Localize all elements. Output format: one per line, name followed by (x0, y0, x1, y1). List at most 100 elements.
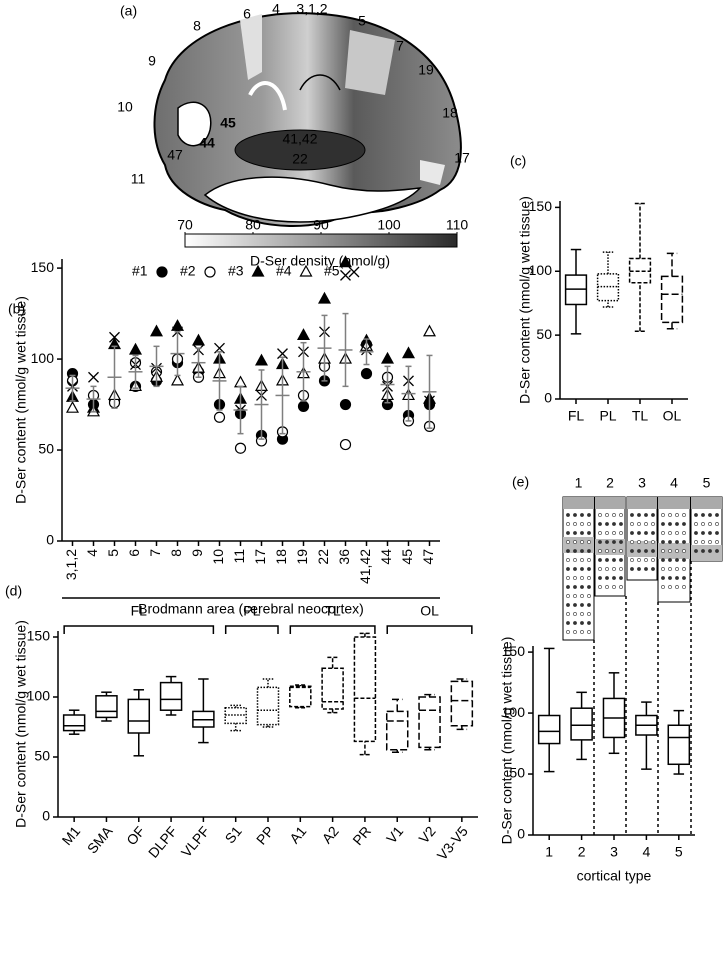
point (170, 373, 185, 386)
cell (605, 558, 609, 562)
layer-band (627, 497, 657, 509)
panel-label: (d) (5, 583, 22, 599)
x-tick-label: A2 (318, 823, 341, 847)
area-label: 5 (358, 13, 366, 29)
cell (682, 540, 686, 544)
cell (573, 612, 577, 616)
colorbar-tick-label: 90 (313, 217, 329, 233)
schematic-label: 4 (670, 475, 678, 491)
cell (573, 558, 577, 562)
legend-marker (204, 266, 216, 278)
cell (682, 522, 686, 526)
cell (630, 531, 634, 535)
cell (668, 522, 672, 526)
x-tick-label: S1 (222, 823, 245, 847)
point (254, 353, 269, 366)
cell (637, 567, 641, 571)
box (353, 636, 377, 743)
cell (612, 549, 616, 553)
cell (580, 513, 584, 517)
cell (573, 594, 577, 598)
panel-label: (c) (510, 153, 526, 169)
cell (566, 567, 570, 571)
group-bracket (224, 625, 279, 634)
cell (682, 567, 686, 571)
x-tick-label: SMA (84, 823, 116, 857)
cell (587, 549, 591, 553)
cell (587, 621, 591, 625)
cell (619, 567, 623, 571)
cell (701, 513, 705, 517)
x-tick-label: 8 (168, 549, 184, 557)
brain-drawing (153, 12, 462, 227)
point (234, 442, 247, 454)
cell (651, 540, 655, 544)
cell (598, 531, 602, 535)
group-bracket (63, 625, 215, 634)
cell (566, 594, 570, 598)
cell (644, 549, 648, 553)
x-tick-label: V1 (383, 823, 406, 847)
cell (619, 558, 623, 562)
area-label: 8 (193, 18, 201, 34)
cell (668, 558, 672, 562)
cell (598, 567, 602, 571)
schematic-label: 5 (703, 475, 711, 491)
x-tick-label: 41,42 (357, 549, 373, 584)
y-tick-label: 0 (46, 532, 54, 548)
cell (637, 558, 641, 562)
y-tick-label: 100 (502, 704, 526, 720)
cell (661, 540, 665, 544)
layer-band (627, 541, 657, 557)
cell (580, 567, 584, 571)
cell (605, 513, 609, 517)
x-tick-label: 9 (189, 549, 205, 557)
schematic-label: 3 (638, 475, 646, 491)
cell (598, 585, 602, 589)
cell (675, 549, 679, 553)
cell (661, 585, 665, 589)
colorbar-tick-label: 110 (446, 217, 469, 233)
cell (573, 549, 577, 553)
cell (587, 594, 591, 598)
y-tick-label: 150 (31, 259, 55, 275)
cell (668, 531, 672, 535)
cell (619, 576, 623, 580)
cell (651, 567, 655, 571)
cell (644, 540, 648, 544)
legend-marker (156, 266, 168, 278)
x-tick-label: 45 (399, 549, 415, 565)
y-axis-label: D-Ser content (nmol/g wet tissue) (499, 637, 515, 845)
cell (587, 630, 591, 634)
x-tick-label: PR (349, 823, 374, 848)
cell (630, 549, 634, 553)
cell (682, 549, 686, 553)
cell (612, 540, 616, 544)
cell (630, 567, 634, 571)
cell (598, 549, 602, 553)
group-bracket (289, 625, 376, 634)
box (537, 714, 561, 745)
cell (580, 531, 584, 535)
layer-band (658, 497, 690, 509)
panel-label: (e) (512, 474, 529, 490)
x-tick-label: 22 (315, 549, 331, 565)
legend-label: #5 (324, 263, 340, 279)
cell (573, 513, 577, 517)
x-tick-label: VLPF (178, 823, 213, 860)
x-tick-label: 1 (545, 844, 553, 860)
area-label: 41,42 (282, 131, 317, 147)
cell (668, 513, 672, 517)
area-label: 45 (220, 115, 236, 131)
cell (605, 576, 609, 580)
layer-band (691, 545, 722, 561)
cell (605, 549, 609, 553)
cell (619, 549, 623, 553)
point (191, 333, 206, 346)
x-tick-label: 19 (294, 549, 310, 565)
cell (682, 576, 686, 580)
cell (694, 549, 698, 553)
area-label: 3,1,2 (296, 1, 327, 17)
cell (587, 522, 591, 526)
x-axis-label: cortical type (577, 868, 652, 884)
